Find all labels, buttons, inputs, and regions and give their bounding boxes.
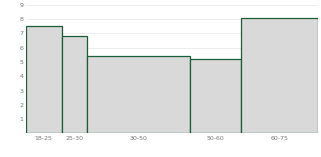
- Bar: [62, 36, 87, 133]
- Bar: [87, 56, 190, 133]
- Bar: [26, 26, 62, 133]
- Bar: [241, 18, 318, 133]
- Bar: [190, 59, 241, 133]
